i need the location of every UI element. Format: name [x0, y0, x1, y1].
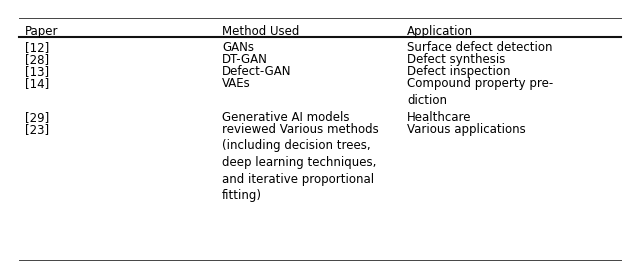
Text: DT-GAN: DT-GAN: [222, 53, 268, 66]
Text: [14]: [14]: [25, 77, 49, 90]
Text: [13]: [13]: [25, 65, 49, 78]
Text: Method Used: Method Used: [222, 25, 300, 38]
Text: GANs: GANs: [222, 41, 254, 54]
Text: [29]: [29]: [25, 111, 49, 124]
Text: [12]: [12]: [25, 41, 49, 54]
Text: reviewed Various methods
(including decision trees,
deep learning techniques,
an: reviewed Various methods (including deci…: [222, 123, 379, 202]
Text: Various applications: Various applications: [407, 123, 525, 136]
Text: Defect synthesis: Defect synthesis: [407, 53, 506, 66]
Text: Defect-GAN: Defect-GAN: [222, 65, 291, 78]
Text: Surface defect detection: Surface defect detection: [407, 41, 552, 54]
Text: Healthcare: Healthcare: [407, 111, 472, 124]
Text: VAEs: VAEs: [222, 77, 251, 90]
Text: [28]: [28]: [25, 53, 49, 66]
Text: Generative AI models: Generative AI models: [222, 111, 349, 124]
Text: Defect inspection: Defect inspection: [407, 65, 511, 78]
Text: Application: Application: [407, 25, 473, 38]
Text: Compound property pre-
diction: Compound property pre- diction: [407, 77, 553, 106]
Text: Paper: Paper: [25, 25, 58, 38]
Text: [23]: [23]: [25, 123, 49, 136]
